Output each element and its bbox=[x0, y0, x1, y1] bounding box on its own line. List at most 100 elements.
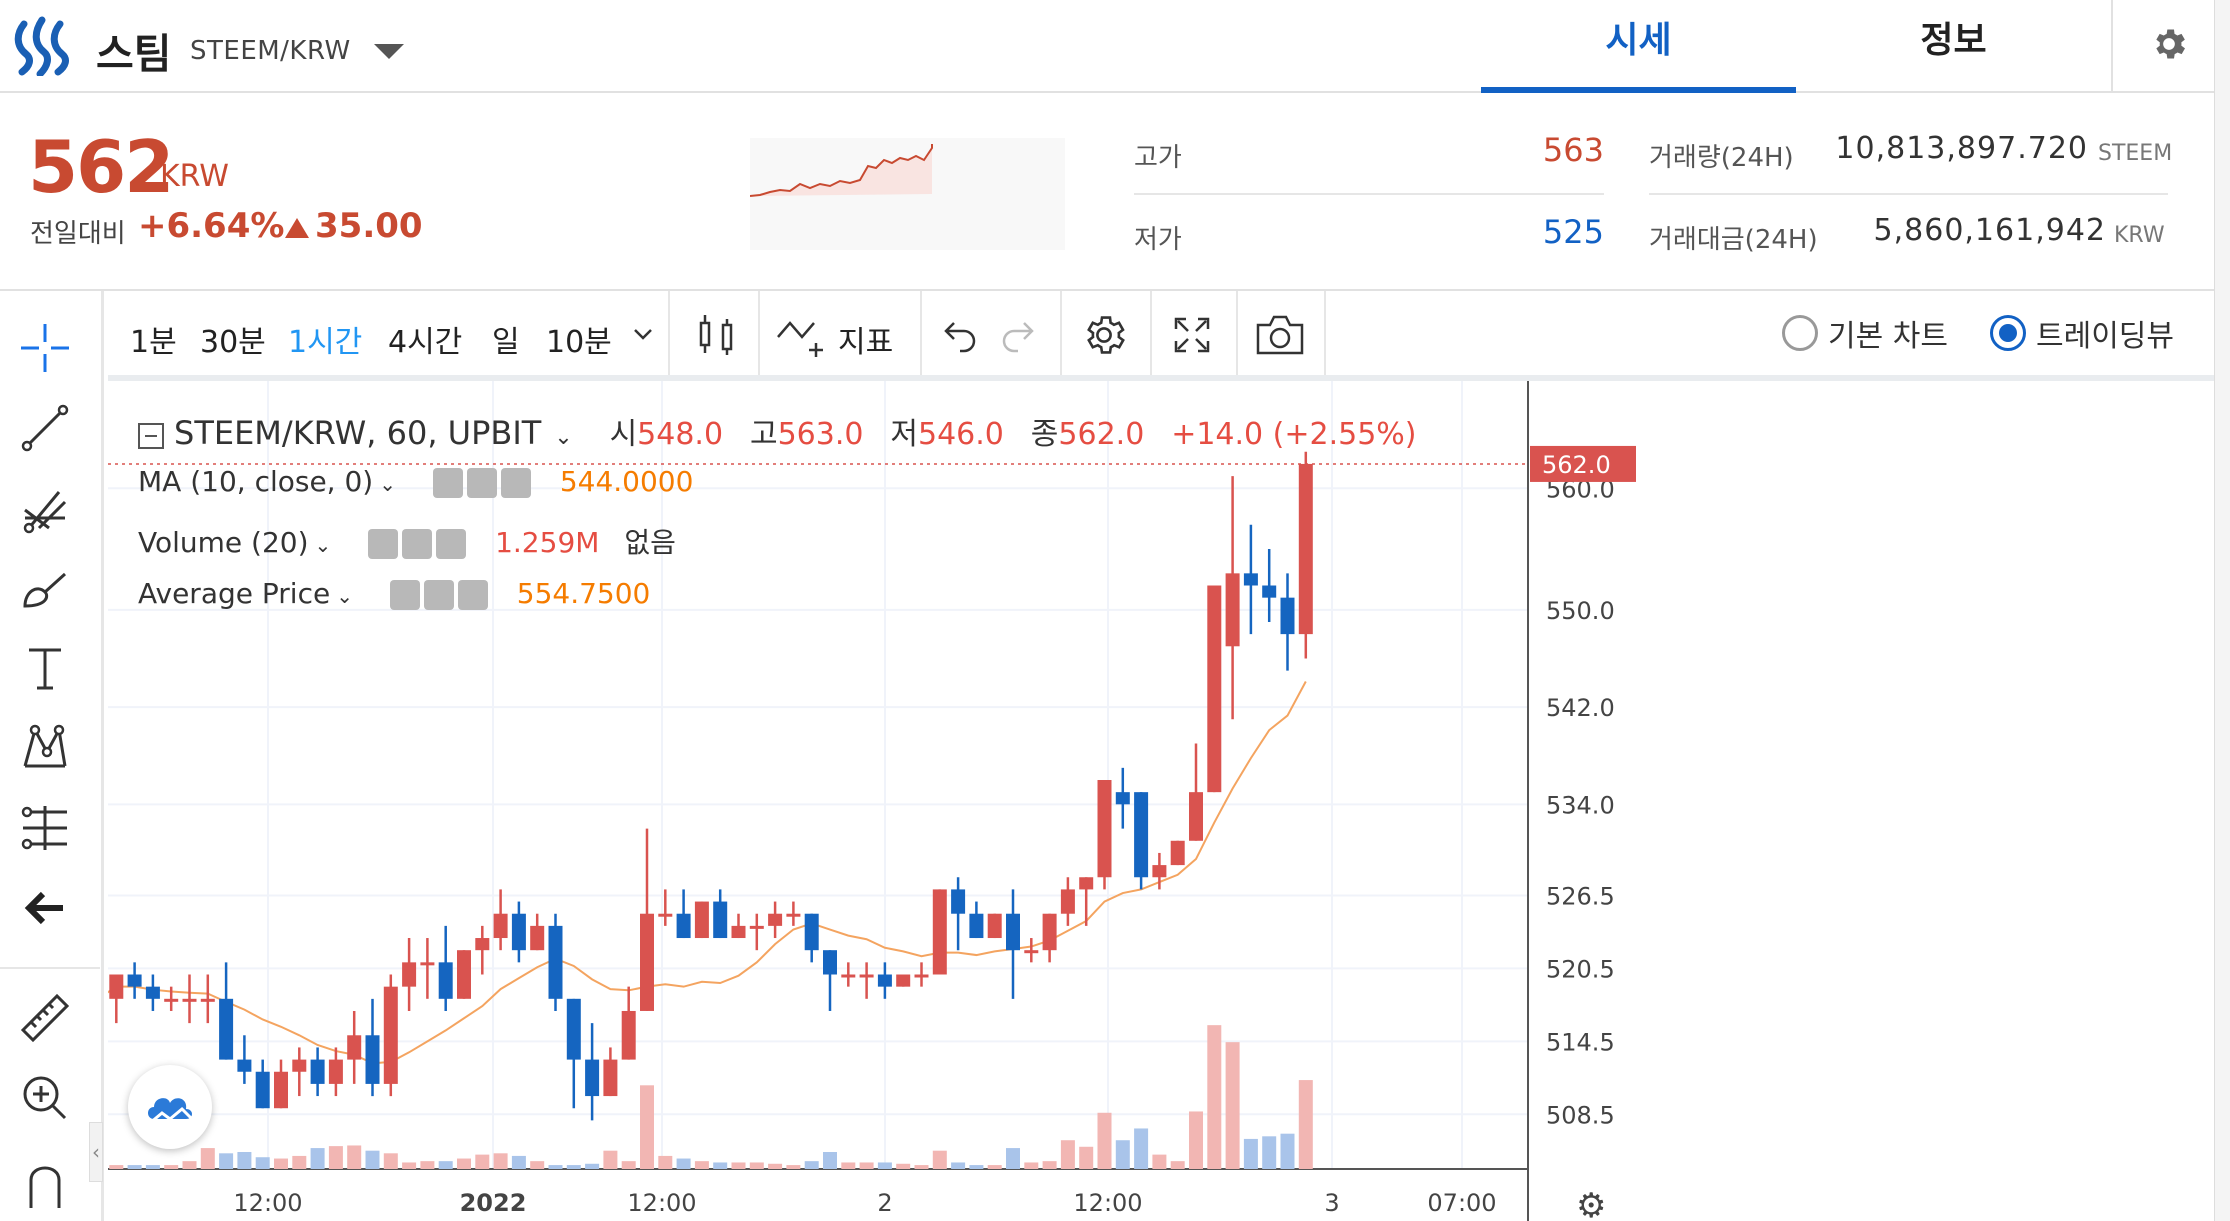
candle-body bbox=[694, 901, 709, 939]
eye-icon[interactable] bbox=[432, 468, 463, 498]
pattern-tool[interactable] bbox=[10, 717, 80, 779]
volume-bar bbox=[804, 1161, 819, 1169]
amount-unit: KRW bbox=[2114, 223, 2165, 248]
close-icon[interactable] bbox=[457, 580, 488, 610]
volume-bar bbox=[603, 1150, 618, 1169]
chevron-down-icon[interactable]: ⌄ bbox=[336, 584, 353, 608]
candlestick-chart[interactable]: 560.0550.0542.0534.0526.5520.5514.5508.5… bbox=[108, 381, 2214, 1221]
tab-info[interactable]: 정보 bbox=[1920, 20, 1987, 61]
gear-icon[interactable] bbox=[402, 529, 433, 559]
interval-30m[interactable]: 30분 bbox=[200, 325, 266, 360]
volume-bar bbox=[164, 1165, 179, 1169]
text-tool[interactable] bbox=[10, 637, 80, 699]
current-price-unit: KRW bbox=[160, 159, 229, 194]
back-tool[interactable] bbox=[10, 877, 80, 939]
collapse-toolbar-button[interactable]: ‹ bbox=[89, 1122, 103, 1182]
candle-type-icon[interactable] bbox=[696, 311, 736, 359]
crosshair-tool[interactable] bbox=[10, 317, 80, 379]
legend-close: 562.0 bbox=[1058, 417, 1145, 452]
candle-body bbox=[585, 1059, 600, 1097]
candle-body bbox=[786, 913, 801, 917]
text-icon bbox=[29, 648, 61, 690]
candle-body bbox=[347, 1035, 362, 1060]
interval-day[interactable]: 일 bbox=[492, 325, 520, 360]
ma-label[interactable]: MA (10, close, 0) bbox=[138, 465, 374, 498]
y-tick-label: 550.0 bbox=[1546, 597, 1615, 625]
chevron-down-icon[interactable]: ⌄ bbox=[554, 425, 573, 450]
candle-body bbox=[127, 974, 142, 987]
gear-icon[interactable] bbox=[423, 580, 454, 610]
camera-icon[interactable] bbox=[1254, 313, 1306, 357]
candle-body bbox=[1280, 597, 1295, 635]
ruler-icon bbox=[20, 993, 70, 1043]
volume-bar bbox=[237, 1152, 252, 1169]
indicator-icon[interactable] bbox=[776, 313, 830, 359]
close-icon[interactable] bbox=[436, 529, 467, 559]
candle-body bbox=[109, 974, 124, 999]
candle-body bbox=[640, 913, 654, 1011]
radio-tradingview[interactable] bbox=[1990, 315, 2026, 351]
chart-area[interactable]: 560.0 550.0 542.0 534.0 526.5 520.5 514.5 508.5… bbox=[108, 381, 2214, 1221]
chart-settings-icon[interactable] bbox=[1080, 311, 1128, 359]
candle-body bbox=[1024, 950, 1039, 954]
candle-body bbox=[566, 998, 581, 1060]
prediction-tool[interactable] bbox=[10, 797, 80, 859]
volume-bar bbox=[1097, 1112, 1112, 1169]
candle-body bbox=[438, 962, 453, 999]
fullscreen-icon[interactable] bbox=[1172, 315, 1212, 355]
brush-tool[interactable] bbox=[10, 557, 80, 619]
candle-body bbox=[328, 1059, 343, 1084]
candle-body bbox=[1060, 889, 1075, 914]
undo-icon[interactable] bbox=[938, 315, 978, 355]
low-value: 525 bbox=[1542, 213, 1604, 251]
volume-bar bbox=[859, 1162, 874, 1169]
candle-body bbox=[1115, 792, 1130, 805]
chevron-down-icon[interactable]: ⌄ bbox=[379, 472, 396, 496]
gear-icon[interactable] bbox=[466, 468, 497, 498]
fib-tool[interactable] bbox=[10, 477, 80, 539]
radio-basic-chart[interactable] bbox=[1782, 315, 1818, 351]
candle-body bbox=[1006, 913, 1020, 951]
settings-button[interactable] bbox=[2111, 0, 2219, 93]
drawing-toolbar bbox=[0, 291, 104, 1221]
current-price: 562 bbox=[28, 125, 174, 209]
volume-bar bbox=[1115, 1140, 1130, 1169]
coin-dropdown-icon[interactable] bbox=[374, 44, 404, 59]
measure-tool[interactable] bbox=[10, 987, 80, 1049]
candle-body bbox=[182, 998, 197, 1002]
volume-bar bbox=[347, 1145, 362, 1169]
eye-icon[interactable] bbox=[368, 529, 399, 559]
legend-volume: Volume (20) ⌄ 1.259M 없음 bbox=[138, 521, 676, 561]
x-tick-label: 12:00 bbox=[233, 1189, 302, 1217]
radio-tradingview-label[interactable]: 트레이딩뷰 bbox=[2036, 319, 2174, 354]
indicator-label[interactable]: 지표 bbox=[838, 325, 894, 360]
eye-icon[interactable] bbox=[389, 580, 420, 610]
magnet-tool[interactable] bbox=[10, 1151, 80, 1213]
volume-label[interactable]: Volume (20) bbox=[138, 526, 309, 559]
zoom-tool[interactable] bbox=[10, 1067, 80, 1129]
chevron-down-icon[interactable]: ⌄ bbox=[314, 533, 332, 557]
candle-body bbox=[1042, 913, 1057, 951]
divider bbox=[0, 967, 100, 969]
trend-line-tool[interactable] bbox=[10, 397, 80, 459]
interval-10m[interactable]: 10분 bbox=[546, 325, 612, 360]
candle-body bbox=[1134, 792, 1149, 878]
volume-bar bbox=[493, 1153, 508, 1169]
volume-bar bbox=[987, 1165, 1002, 1169]
redo-icon[interactable] bbox=[1000, 315, 1040, 355]
chevron-down-icon[interactable] bbox=[632, 323, 654, 345]
scrollbar[interactable] bbox=[2214, 0, 2230, 1221]
y-tick-label: 508.5 bbox=[1546, 1101, 1615, 1129]
collapse-legend-icon[interactable] bbox=[138, 423, 164, 449]
tab-price[interactable]: 시세 bbox=[1481, 0, 1796, 93]
close-icon[interactable] bbox=[500, 468, 531, 498]
candle-body bbox=[475, 938, 490, 951]
cloud-button[interactable] bbox=[128, 1065, 212, 1149]
candle-body bbox=[1170, 840, 1185, 866]
interval-1h[interactable]: 1시간 bbox=[288, 325, 363, 360]
avg-label[interactable]: Average Price bbox=[138, 577, 331, 610]
interval-4h[interactable]: 4시간 bbox=[388, 325, 463, 360]
candle-body bbox=[548, 925, 563, 999]
interval-1m[interactable]: 1분 bbox=[130, 325, 177, 360]
radio-basic-chart-label[interactable]: 기본 차트 bbox=[1828, 319, 1948, 354]
